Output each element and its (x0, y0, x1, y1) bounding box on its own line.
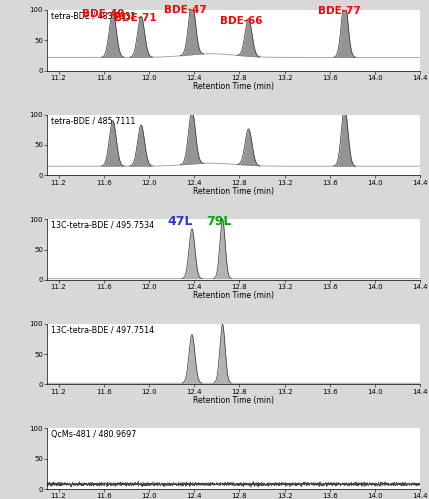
Text: BDE-47: BDE-47 (164, 5, 206, 15)
Text: BDE-77: BDE-77 (317, 6, 360, 16)
Text: tetra-BDE / 485.7111: tetra-BDE / 485.7111 (51, 116, 135, 125)
Text: 47L: 47L (168, 215, 193, 228)
Text: BDE-49: BDE-49 (82, 9, 125, 19)
Text: BDE-71: BDE-71 (114, 13, 157, 23)
X-axis label: Retention Time (min): Retention Time (min) (193, 396, 274, 405)
Text: QcMs-481 / 480.9697: QcMs-481 / 480.9697 (51, 430, 136, 439)
Text: BDE-66: BDE-66 (221, 16, 263, 26)
Text: 13C-tetra-BDE / 495.7534: 13C-tetra-BDE / 495.7534 (51, 221, 154, 230)
Text: 13C-tetra-BDE / 497.7514: 13C-tetra-BDE / 497.7514 (51, 325, 154, 334)
Text: tetra-BDE / 483.7132: tetra-BDE / 483.7132 (51, 12, 135, 21)
X-axis label: Retention Time (min): Retention Time (min) (193, 82, 274, 91)
X-axis label: Retention Time (min): Retention Time (min) (193, 187, 274, 196)
Text: 79L: 79L (206, 215, 232, 228)
X-axis label: Retention Time (min): Retention Time (min) (193, 291, 274, 300)
